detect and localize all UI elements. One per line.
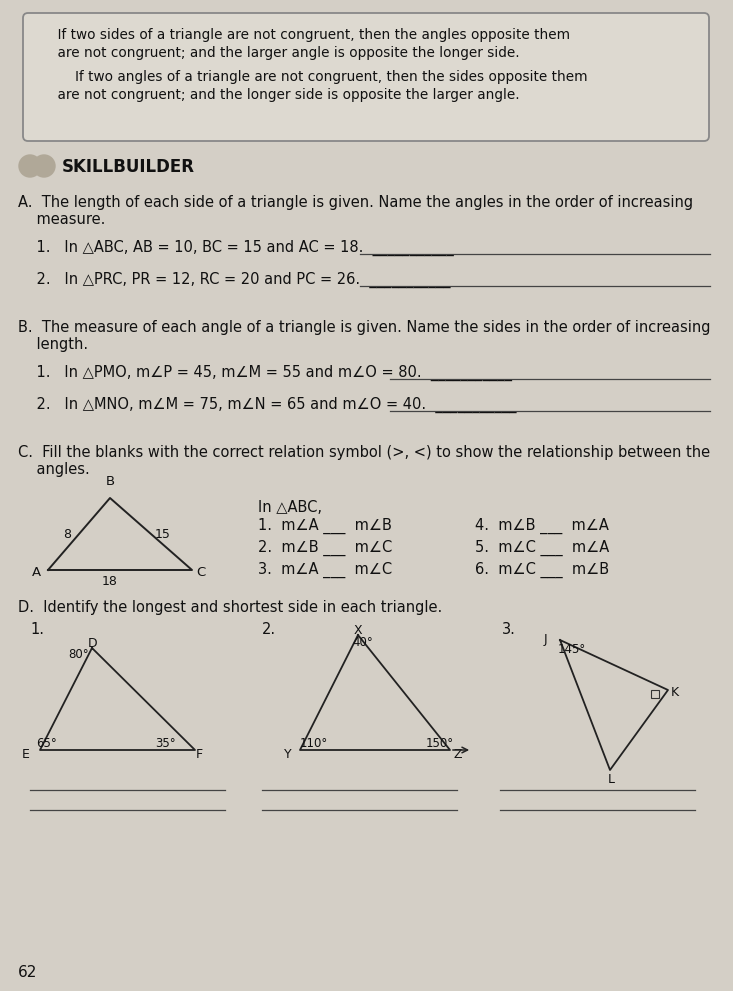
Text: 1.   In △PMO, m∠P = 45, m∠M = 55 and m∠O = 80.  ___________: 1. In △PMO, m∠P = 45, m∠M = 55 and m∠O =… bbox=[18, 365, 512, 382]
Text: In △ABC,: In △ABC, bbox=[258, 500, 322, 515]
Text: 3.: 3. bbox=[502, 622, 516, 637]
Text: A: A bbox=[32, 566, 41, 579]
Text: D.  Identify the longest and shortest side in each triangle.: D. Identify the longest and shortest sid… bbox=[18, 600, 442, 615]
Text: 1.: 1. bbox=[30, 622, 44, 637]
Text: 65°: 65° bbox=[36, 737, 56, 750]
Text: D: D bbox=[88, 637, 97, 650]
Text: 80°: 80° bbox=[68, 648, 89, 661]
Text: 150°: 150° bbox=[426, 737, 454, 750]
Text: B: B bbox=[106, 475, 114, 488]
Text: If two angles of a triangle are not congruent, then the sides opposite them: If two angles of a triangle are not cong… bbox=[40, 70, 588, 84]
Text: 3.  m∠A ___  m∠C: 3. m∠A ___ m∠C bbox=[258, 562, 392, 578]
Text: measure.: measure. bbox=[18, 212, 106, 227]
Text: 2.   In △MNO, m∠M = 75, m∠N = 65 and m∠O = 40.  ___________: 2. In △MNO, m∠M = 75, m∠N = 65 and m∠O =… bbox=[18, 397, 517, 413]
Circle shape bbox=[33, 155, 55, 177]
Text: Z: Z bbox=[453, 748, 462, 761]
Text: E: E bbox=[22, 748, 30, 761]
Text: 4.  m∠B ___  m∠A: 4. m∠B ___ m∠A bbox=[475, 518, 609, 534]
Text: B.  The measure of each angle of a triangle is given. Name the sides in the orde: B. The measure of each angle of a triang… bbox=[18, 320, 710, 335]
Text: Y: Y bbox=[284, 748, 292, 761]
Text: 2.   In △PRC, PR = 12, RC = 20 and PC = 26.  ___________: 2. In △PRC, PR = 12, RC = 20 and PC = 26… bbox=[18, 272, 451, 288]
Text: 110°: 110° bbox=[300, 737, 328, 750]
Text: SKILLBUILDER: SKILLBUILDER bbox=[62, 158, 195, 176]
Text: angles.: angles. bbox=[18, 462, 89, 477]
Text: 2.  m∠B ___  m∠C: 2. m∠B ___ m∠C bbox=[258, 540, 392, 556]
Text: 5.  m∠C ___  m∠A: 5. m∠C ___ m∠A bbox=[475, 540, 609, 556]
Text: A.  The length of each side of a triangle is given. Name the angles in the order: A. The length of each side of a triangle… bbox=[18, 195, 693, 210]
Text: 8: 8 bbox=[63, 528, 71, 541]
Text: L: L bbox=[608, 773, 615, 786]
Text: are not congruent; and the larger angle is opposite the longer side.: are not congruent; and the larger angle … bbox=[40, 46, 520, 60]
Text: 6.  m∠C ___  m∠B: 6. m∠C ___ m∠B bbox=[475, 562, 609, 578]
Text: If two sides of a triangle are not congruent, then the angles opposite them: If two sides of a triangle are not congr… bbox=[40, 28, 570, 42]
Text: length.: length. bbox=[18, 337, 88, 352]
Text: are not congruent; and the longer side is opposite the larger angle.: are not congruent; and the longer side i… bbox=[40, 88, 520, 102]
Text: 40°: 40° bbox=[352, 636, 373, 649]
Text: 2.: 2. bbox=[262, 622, 276, 637]
Circle shape bbox=[19, 155, 41, 177]
FancyBboxPatch shape bbox=[23, 13, 709, 141]
Text: J: J bbox=[544, 633, 548, 646]
Text: 145°: 145° bbox=[558, 643, 586, 656]
Text: 15: 15 bbox=[155, 528, 171, 541]
Text: 18: 18 bbox=[102, 575, 118, 588]
Text: 62: 62 bbox=[18, 965, 37, 980]
Text: F: F bbox=[196, 748, 203, 761]
Text: 1.  m∠A ___  m∠B: 1. m∠A ___ m∠B bbox=[258, 518, 392, 534]
Text: 35°: 35° bbox=[155, 737, 176, 750]
Text: 1.   In △ABC, AB = 10, BC = 15 and AC = 18.  ___________: 1. In △ABC, AB = 10, BC = 15 and AC = 18… bbox=[18, 240, 454, 257]
Text: X: X bbox=[354, 624, 363, 637]
Text: K: K bbox=[671, 686, 679, 699]
Text: C.  Fill the blanks with the correct relation symbol (>, <) to show the relation: C. Fill the blanks with the correct rela… bbox=[18, 445, 710, 460]
Text: C: C bbox=[196, 566, 205, 579]
